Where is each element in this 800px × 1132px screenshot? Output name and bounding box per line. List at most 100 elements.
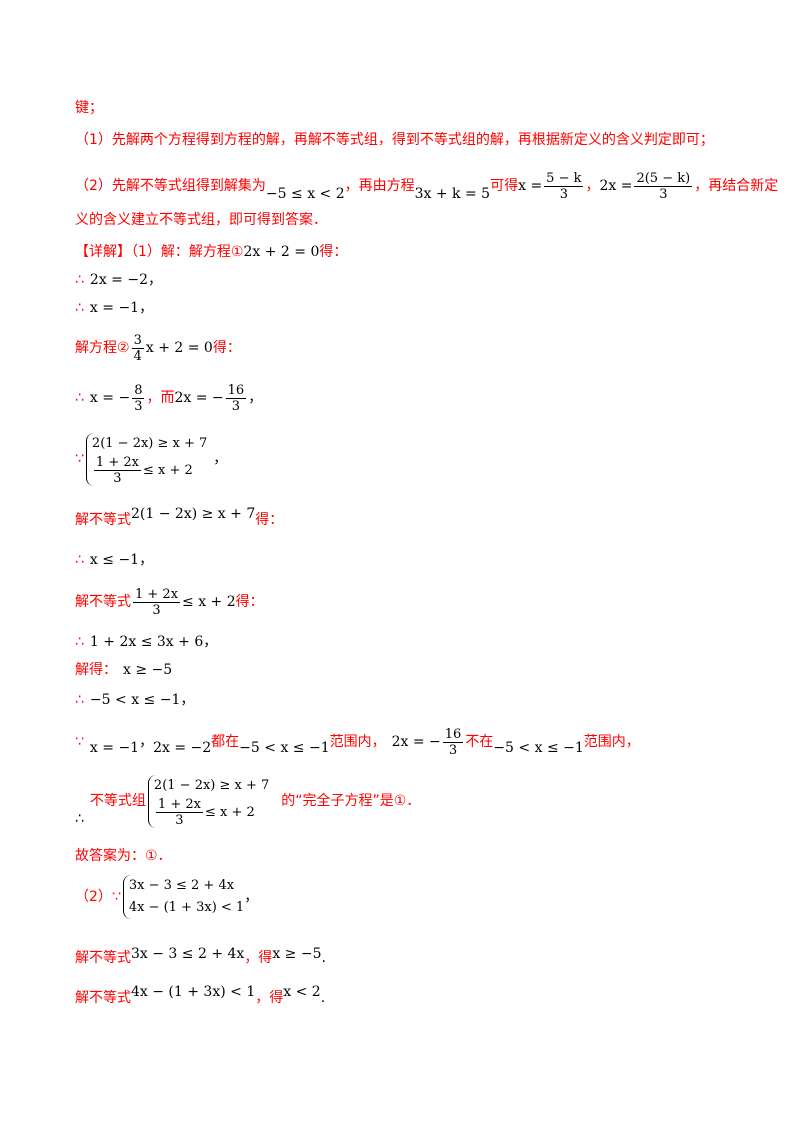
therefore-symbol: ∴ [75,811,84,827]
analysis-2-cont: 义的含义建立不等式组，即可得到答案． [75,210,327,230]
answer: 故答案为：①． [75,846,172,866]
text: ， [585,178,600,194]
math: x + 2 = 0 [145,340,213,356]
text: ，而 [146,390,175,406]
step: 解得： x ≥ −5 [75,660,172,680]
text: 都在 [211,734,240,750]
analysis-1: （1）先解两个方程得到方程的解，再解不等式组，得到不等式组的解，再根据新定义的含… [75,130,714,150]
text: ，得 [255,990,284,1006]
text-line: 键； [75,98,103,118]
math: x ≤ −1 [89,552,140,568]
punct: ， [248,390,263,406]
punct: ， [139,300,154,316]
text: 得： [319,244,348,260]
math: x = −1 [89,740,140,756]
math: −5 < x ≤ −1 [239,740,330,756]
text: ，再由方程 [344,178,415,194]
math: x < 2 [283,984,321,1000]
step: ∴ 2x = −2， [75,270,162,290]
text: 解得： [75,662,117,678]
math: 2x = −2 [153,740,212,756]
math: 3x + k = 5 [414,186,491,202]
therefore-symbol: ∴ [75,552,84,568]
fraction: 2(5 − k) 3 [634,170,693,202]
text: ，得 [244,950,273,966]
text: 解不等式 [75,990,131,1006]
math: −5 ≤ x < 2 [265,186,345,202]
because-symbol: ∵ [75,734,84,750]
text: 【详解】（1）解：解方程① [75,244,244,260]
math: −5 < x ≤ −1 [493,740,584,756]
text: 解不等式 [75,950,131,966]
math: x = [518,178,543,194]
math: ≤ x + 2 [182,594,236,610]
math: 2x = −2 [89,272,148,288]
punct: ， [139,552,154,568]
text: 键； [75,100,103,116]
because-symbol: ∵ [75,451,84,467]
step: ∴ x = −1， [75,298,153,318]
punct: ， [180,692,195,708]
punct: ， [203,634,218,650]
fraction: 16 3 [442,726,464,758]
text: 范围内， [329,734,386,750]
text: （2）∵ [75,889,121,905]
therefore-symbol: ∴ [75,634,84,650]
fraction: 1 + 2x 3 [133,586,181,618]
therefore-symbol: ∴ [75,272,84,288]
math: x ≥ −5 [123,662,173,678]
text: ，再结合新定 [694,178,779,194]
text: 故答案为：①． [75,848,172,864]
analysis-2: （2）先解不等式组得到解集为−5 ≤ x < 2，再由方程3x + k = 5可… [75,168,778,204]
text: 得： [255,512,284,528]
step: ∴ x = −8 3 ，而2x = −16 3， [75,378,262,418]
text: 得： [212,340,241,356]
therefore-symbol: ∴ [75,390,84,406]
step: ∴ 1 + 2x ≤ 3x + 6， [75,632,217,652]
math: 2x + 2 = 0 [243,244,320,260]
step: ∴ x ≤ −1， [75,550,153,570]
math: 2x = [599,178,633,194]
part-2-system: （2）∵ 3x − 3 ≤ 2 + 4x 4x − (1 + 3x) < 1， [75,872,258,922]
punct: ， [244,889,259,905]
step: 解不等式3x − 3 ≤ 2 + 4x，得x ≥ −5. [75,946,326,966]
therefore-symbol: ∴ [75,692,84,708]
math: 4x − (1 + 3x) < 1 [131,984,256,1000]
step: 解方程② 3 4 x + 2 = 0得： [75,328,241,368]
punct: ， [213,451,228,467]
text: 可得 [490,178,519,194]
step: 解不等式4x − (1 + 3x) < 1，得x < 2. [75,984,326,1006]
text: 的“完全子方程”是①． [281,793,421,809]
math: 2(1 − 2x) ≥ x + 7 [131,506,256,522]
text: 不在 [465,734,494,750]
math: 2x = − [174,390,224,406]
step: 解不等式2(1 − 2x) ≥ x + 7得： [75,506,284,530]
fraction: 16 3 [225,382,247,414]
text: 解方程② [75,340,130,356]
text: 不等式组 [89,793,146,809]
math: 2x = − [391,734,441,750]
step: ∵ x = −1，2x = −2都在−5 < x ≤ −1范围内， 2x = −16… [75,726,640,758]
math: x = − [89,390,131,406]
math: x = −1 [89,300,140,316]
punct: ， [148,272,162,288]
text: 得： [235,594,264,610]
text: （1）先解两个方程得到方程的解，再解不等式组，得到不等式组的解，再根据新定义的含… [75,132,714,148]
text: 范围内， [583,734,640,750]
text: （2）先解不等式组得到解集为 [75,178,266,194]
text: 解不等式 [75,512,131,528]
text: 解不等式 [75,594,131,610]
math: x ≥ −5 [272,946,322,962]
detail-heading: 【详解】（1）解：解方程①2x + 2 = 0得： [75,242,347,262]
step: ∴ −5 < x ≤ −1， [75,690,194,710]
inequality-system: 3x − 3 ≤ 2 + 4x 4x − (1 + 3x) < 1 [122,875,244,919]
math: 1 + 2x ≤ 3x + 6 [89,634,204,650]
